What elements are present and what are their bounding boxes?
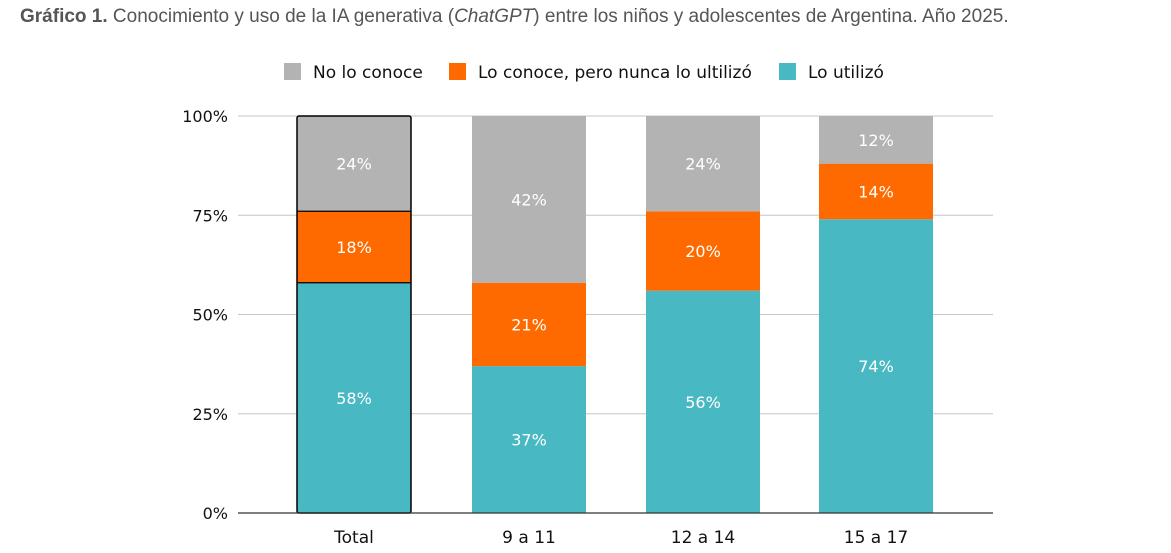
chart-title-prefix: Gráfico 1.: [20, 6, 108, 27]
bar-segment-lo-utilizo: [297, 282, 411, 513]
data-label: 37%: [511, 431, 547, 450]
legend-item-lo-utilizo: Lo utilizó: [779, 63, 884, 83]
chart-title-text: Conocimiento y uso de la IA generativa (: [107, 6, 455, 27]
bar-segment-no-lo-conoce: [472, 116, 586, 283]
bar-segment-lo-utilizo: [646, 290, 760, 513]
bar-segment-no-lo-conoce: [297, 116, 411, 212]
data-label: 21%: [511, 315, 547, 334]
y-tick-label: 50%: [192, 306, 228, 325]
legend-label: Lo utilizó: [808, 63, 884, 83]
legend-swatch: [449, 63, 466, 80]
bar-stack-total: 58% 18% 24%: [296, 115, 412, 514]
bar-segment-lo-conoce-pero-nunca-lo-ultilizo: [819, 163, 933, 220]
bar-segment-no-lo-conoce: [646, 116, 760, 212]
legend-swatch: [284, 63, 301, 80]
data-label: 24%: [336, 155, 372, 174]
chart-title-italic: ChatGPT: [454, 6, 534, 27]
chart-legend: No lo conoce Lo conoce, pero nunca lo ult…: [284, 63, 884, 83]
data-label: 74%: [858, 357, 894, 376]
data-label: 12%: [858, 131, 894, 150]
bar-segment-lo-utilizo: [472, 366, 586, 513]
y-tick-label: 0%: [203, 504, 228, 523]
x-category-label: 12 a 14: [671, 528, 736, 548]
data-label: 24%: [685, 155, 721, 174]
data-label: 56%: [685, 393, 721, 412]
bar-segment-lo-conoce-pero-nunca-lo-ultilizo: [646, 211, 760, 291]
data-label: 42%: [511, 190, 547, 209]
data-label: 58%: [336, 389, 372, 408]
legend-swatch: [779, 63, 796, 80]
bar-stack-12-a-14: 56% 20% 24%: [646, 116, 760, 513]
legend-item-no-lo-conoce: No lo conoce: [284, 63, 423, 83]
y-tick-label: 75%: [192, 206, 228, 225]
data-label: 14%: [858, 182, 894, 201]
x-category-label: 9 a 11: [502, 528, 556, 548]
x-axis: Total 9 a 11 12 a 14 15 a 17: [238, 512, 993, 548]
bar-stack-15-a-17: 74% 14% 12%: [819, 116, 933, 513]
legend-item-lo-conoce-pero-nunca-lo-ultilizo: Lo conoce, pero nunca lo ultilizó: [449, 63, 752, 83]
chart-title: Gráfico 1. Conocimiento y uso de la IA g…: [20, 6, 1009, 28]
chart-bars: 58% 18% 24% 37% 21% 42% 56% 20% 24% 74% 14% 12%: [296, 115, 933, 514]
y-tick-label: 25%: [192, 405, 228, 424]
data-label: 18%: [336, 238, 372, 257]
bar-stack-9-a-11: 37% 21% 42%: [472, 116, 586, 513]
legend-label: Lo conoce, pero nunca lo ultilizó: [478, 63, 752, 83]
bar-segment-no-lo-conoce: [819, 116, 933, 164]
bar-segment-lo-utilizo: [819, 219, 933, 513]
bar-segment-lo-conoce-pero-nunca-lo-ultilizo: [472, 282, 586, 367]
chart-title-text-end: ) entre los niños y adolescentes de Arge…: [533, 6, 1009, 27]
legend-label: No lo conoce: [313, 63, 423, 83]
y-axis: 0% 25% 50% 75% 100%: [182, 107, 228, 523]
y-tick-label: 100%: [182, 107, 228, 126]
x-category-label: Total: [333, 528, 374, 548]
bar-segment-lo-conoce-pero-nunca-lo-ultilizo: [297, 211, 411, 283]
x-category-label: 15 a 17: [844, 528, 909, 548]
data-label: 20%: [685, 242, 721, 261]
